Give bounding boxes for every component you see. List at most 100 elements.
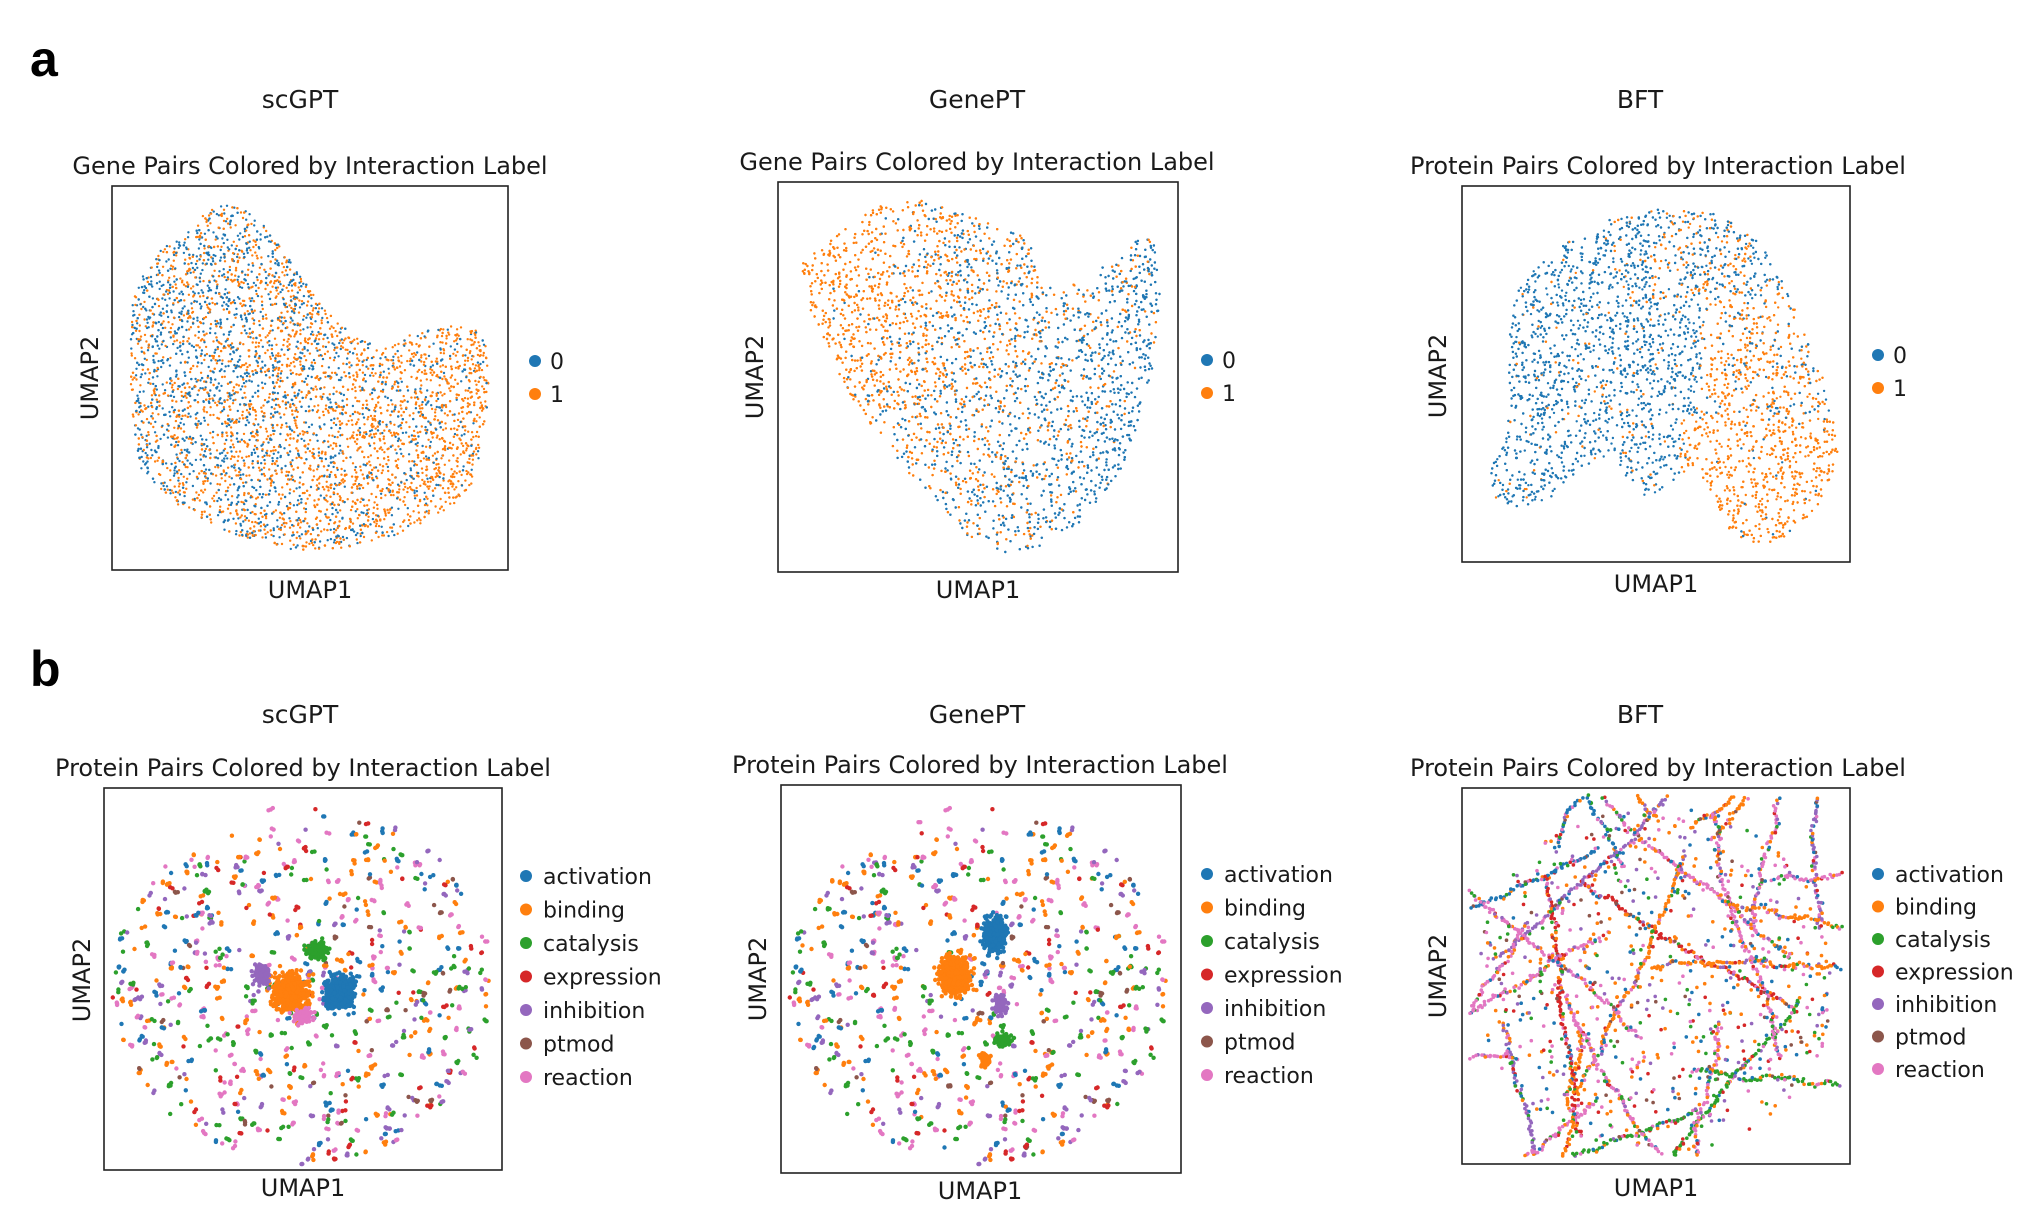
label-1-point xyxy=(423,503,427,507)
label-1-point xyxy=(153,392,156,395)
label-1-point xyxy=(449,502,452,505)
label-1-point xyxy=(456,418,460,422)
label-1-point xyxy=(261,455,264,459)
label-1-point xyxy=(206,423,210,426)
label-0-point xyxy=(251,459,254,463)
label-0-point xyxy=(310,387,313,390)
label-1-point xyxy=(202,294,205,298)
label-0-point xyxy=(189,271,192,274)
label-1-point xyxy=(194,417,198,420)
label-0-point xyxy=(365,365,368,368)
label-0-point xyxy=(169,283,172,286)
label-1-point xyxy=(311,478,314,482)
label-1-point xyxy=(254,410,257,413)
label-1-point xyxy=(166,394,170,397)
label-1-point xyxy=(419,379,422,382)
label-1-point xyxy=(155,398,158,401)
label-0-point xyxy=(298,275,302,278)
label-1-point xyxy=(243,211,246,214)
label-1-point xyxy=(134,424,138,427)
label-1-point xyxy=(481,385,484,388)
label-0-point xyxy=(403,344,406,347)
label-1-point xyxy=(468,351,472,355)
label-1-point xyxy=(181,279,184,282)
label-1-point xyxy=(156,297,159,301)
label-1-point xyxy=(190,307,194,310)
label-1-point xyxy=(228,311,231,314)
label-1-point xyxy=(308,352,312,355)
label-1-point xyxy=(273,279,277,283)
label-0-point xyxy=(215,212,219,216)
label-1-point xyxy=(345,398,349,401)
label-1-point xyxy=(251,317,254,320)
label-1-point xyxy=(435,357,438,360)
label-1-point xyxy=(184,273,188,276)
label-0-point xyxy=(155,450,158,454)
label-0-point xyxy=(161,307,165,310)
label-1-point xyxy=(363,423,366,426)
label-0-point xyxy=(219,498,223,501)
label-1-point xyxy=(397,410,400,413)
label-0-point xyxy=(442,477,445,480)
label-0-point xyxy=(190,302,193,305)
label-1-point xyxy=(386,508,389,512)
label-1-point xyxy=(443,445,447,448)
label-1-point xyxy=(145,340,148,343)
label-1-point xyxy=(322,337,325,341)
label-1-point xyxy=(449,376,452,379)
label-0-point xyxy=(177,425,181,428)
label-0-point xyxy=(413,464,416,467)
label-1-point xyxy=(311,538,314,541)
label-1-point xyxy=(282,322,285,325)
label-0-point xyxy=(290,310,294,313)
label-1-point xyxy=(446,414,449,417)
label-1-point xyxy=(253,512,256,516)
label-1-point xyxy=(262,441,265,444)
label-0-point xyxy=(236,375,239,379)
label-0-point xyxy=(216,322,220,325)
label-0-point xyxy=(177,246,180,250)
label-0-point xyxy=(260,381,264,384)
label-0-point xyxy=(299,351,302,354)
label-0-point xyxy=(225,303,228,306)
label-1-point xyxy=(445,378,448,382)
label-0-point xyxy=(326,539,329,542)
label-1-point xyxy=(326,468,329,472)
label-0-point xyxy=(399,389,402,392)
label-1-point xyxy=(317,338,321,341)
label-1-point xyxy=(140,307,143,311)
label-1-point xyxy=(289,520,292,523)
label-0-point xyxy=(287,453,290,457)
label-1-point xyxy=(248,474,251,477)
label-1-point xyxy=(354,479,357,483)
label-1-point xyxy=(442,352,446,355)
label-0-point xyxy=(242,473,245,476)
label-0-point xyxy=(171,390,174,393)
label-1-point xyxy=(146,289,149,292)
label-1-point xyxy=(284,401,288,404)
label-0-point xyxy=(234,247,237,251)
label-0-point xyxy=(186,236,190,239)
label-1-point xyxy=(241,481,245,484)
label-1-point xyxy=(372,433,376,436)
label-0-point xyxy=(244,403,247,406)
label-1-point xyxy=(251,341,254,344)
label-1-point xyxy=(307,443,310,446)
label-1-point xyxy=(222,208,226,211)
label-0-point xyxy=(199,379,202,382)
label-0-point xyxy=(323,439,326,443)
label-0-point xyxy=(156,400,159,404)
label-1-point xyxy=(302,433,305,436)
label-1-point xyxy=(183,299,186,302)
label-1-point xyxy=(202,482,205,485)
label-1-point xyxy=(254,503,257,506)
label-0-point xyxy=(235,529,238,533)
label-0-point xyxy=(396,349,399,353)
label-0-point xyxy=(343,485,346,488)
label-1-point xyxy=(346,352,350,355)
label-1-point xyxy=(205,332,208,335)
label-1-point xyxy=(411,438,414,441)
label-0-point xyxy=(438,475,441,479)
label-0-point xyxy=(225,425,228,428)
label-1-point xyxy=(305,394,308,397)
